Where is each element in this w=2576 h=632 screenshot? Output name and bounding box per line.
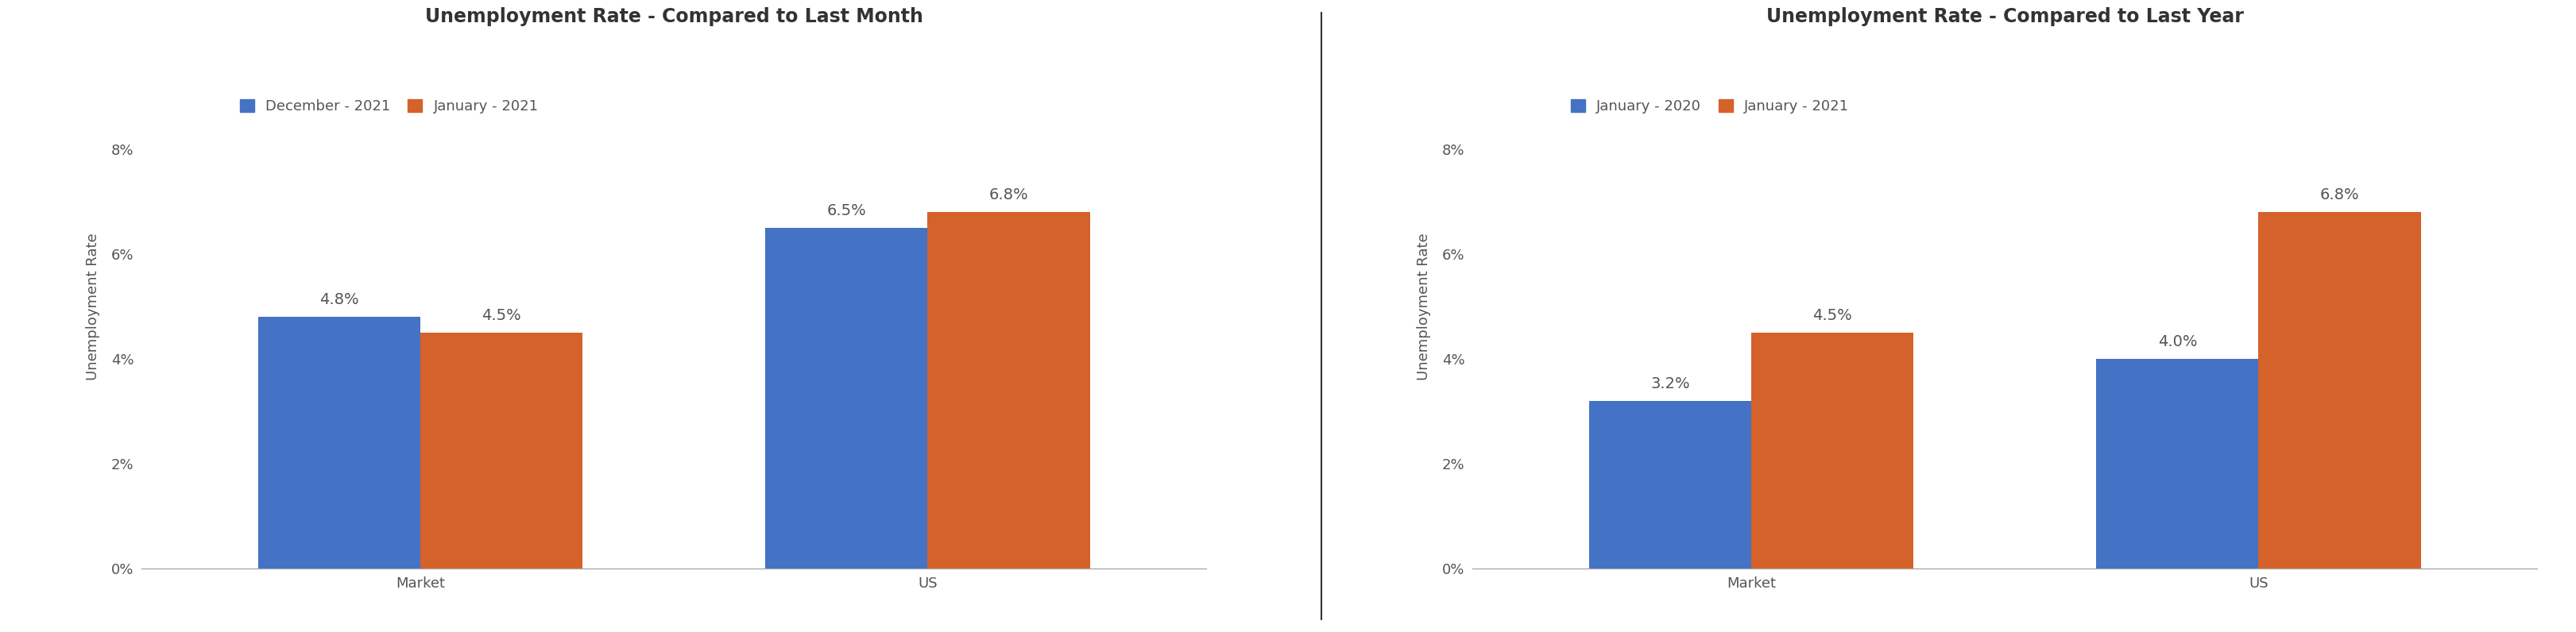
Text: 6.8%: 6.8% bbox=[2321, 188, 2360, 203]
Text: 3.2%: 3.2% bbox=[1651, 377, 1690, 391]
Y-axis label: Unemployment Rate: Unemployment Rate bbox=[85, 233, 100, 380]
Bar bbox=[2097, 359, 2259, 569]
Bar bbox=[258, 317, 420, 569]
Legend: December - 2021, January - 2021: December - 2021, January - 2021 bbox=[234, 94, 544, 119]
Bar bbox=[420, 332, 582, 569]
Bar bbox=[1589, 401, 1752, 569]
Text: 4.5%: 4.5% bbox=[482, 308, 520, 324]
Bar bbox=[927, 212, 1090, 569]
Text: 4.8%: 4.8% bbox=[319, 293, 358, 308]
Text: 6.5%: 6.5% bbox=[827, 204, 866, 219]
Title: Unemployment Rate - Compared to Last Year: Unemployment Rate - Compared to Last Yea… bbox=[1767, 7, 2244, 26]
Y-axis label: Unemployment Rate: Unemployment Rate bbox=[1417, 233, 1432, 380]
Bar bbox=[2259, 212, 2421, 569]
Text: 4.0%: 4.0% bbox=[2159, 334, 2197, 349]
Title: Unemployment Rate - Compared to Last Month: Unemployment Rate - Compared to Last Mon… bbox=[425, 7, 922, 26]
Text: 6.8%: 6.8% bbox=[989, 188, 1028, 203]
Text: 4.5%: 4.5% bbox=[1814, 308, 1852, 324]
Legend: January - 2020, January - 2021: January - 2020, January - 2021 bbox=[1566, 94, 1855, 119]
Bar bbox=[1752, 332, 1914, 569]
Bar bbox=[765, 228, 927, 569]
